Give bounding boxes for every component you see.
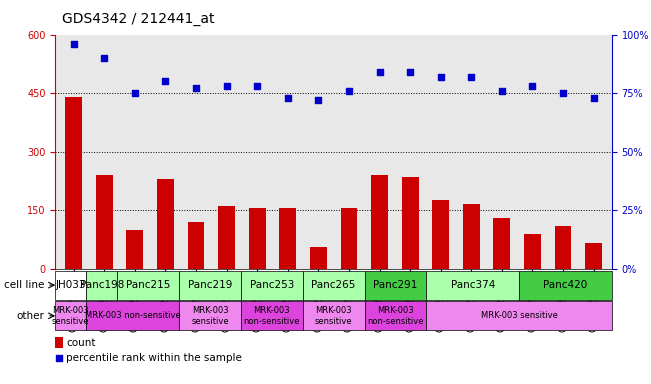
Text: GDS4342 / 212441_at: GDS4342 / 212441_at [62,12,214,25]
Bar [126,230,143,269]
Bar [303,271,365,300]
Point [374,69,385,75]
Point [99,55,109,61]
Bar [187,222,204,269]
Point [436,74,446,80]
Text: JH033: JH033 [55,280,86,290]
Bar [456,35,486,269]
Bar [65,97,82,269]
Text: other: other [16,311,44,321]
Bar [120,35,150,269]
Bar [303,301,365,330]
Bar [96,175,113,269]
Bar [432,200,449,269]
Bar [578,35,609,269]
Text: MRK-003
non-sensitive: MRK-003 non-sensitive [367,306,424,326]
Bar [55,301,86,330]
Bar [333,35,364,269]
Bar [426,271,519,300]
Point [364,285,374,291]
Bar [241,301,303,330]
Bar [524,233,541,269]
Point [252,83,262,89]
Bar [55,271,86,300]
Text: Panc198: Panc198 [79,280,124,290]
Text: Panc219: Panc219 [187,280,232,290]
Bar [519,271,612,300]
Bar [364,35,395,269]
Text: Panc374: Panc374 [450,280,495,290]
Bar [157,179,174,269]
Bar [249,208,266,269]
Point [405,69,415,75]
Text: Panc215: Panc215 [126,280,171,290]
Bar [371,175,388,269]
Text: cell line: cell line [4,280,44,290]
Bar [241,271,303,300]
Point [558,90,568,96]
Point [527,83,538,89]
Bar [242,35,273,269]
Bar [402,177,419,269]
Bar [181,35,212,269]
Bar [179,301,241,330]
Text: Panc291: Panc291 [373,280,418,290]
Text: MRK-003
sensitive: MRK-003 sensitive [315,306,352,326]
Bar [150,35,181,269]
Bar [340,208,357,269]
Bar [365,271,426,300]
Text: percentile rank within the sample: percentile rank within the sample [66,353,242,363]
Text: MRK-003 sensitive: MRK-003 sensitive [480,311,558,320]
Bar [555,226,572,269]
Bar [547,35,578,269]
Bar [486,35,517,269]
Text: MRK-003
sensitive: MRK-003 sensitive [191,306,229,326]
Bar [86,301,179,330]
Point [344,88,354,94]
Text: MRK-003
non-sensitive: MRK-003 non-sensitive [243,306,300,326]
Point [313,97,324,103]
Bar [89,35,120,269]
Bar [365,301,426,330]
Bar [279,208,296,269]
Text: MRK-003
sensitive: MRK-003 sensitive [52,306,90,326]
Bar [426,301,612,330]
Point [68,41,79,47]
Point [221,83,232,89]
Text: count: count [66,338,96,348]
Bar [218,206,235,269]
Bar [517,35,547,269]
Text: Panc253: Panc253 [249,280,294,290]
Point [130,90,140,96]
Bar [303,35,333,269]
Bar [425,35,456,269]
Bar [212,35,242,269]
Bar [585,243,602,269]
Point [497,88,507,94]
Point [160,78,171,84]
Text: MRK-003 non-sensitive: MRK-003 non-sensitive [85,311,180,320]
Bar [55,337,62,348]
Text: Panc265: Panc265 [311,280,356,290]
Point [191,85,201,91]
Bar [179,271,241,300]
Point [466,74,477,80]
Point [589,95,599,101]
Point [283,95,293,101]
Bar [310,247,327,269]
Bar [493,218,510,269]
Bar [395,35,425,269]
Bar [86,271,117,300]
Bar [463,204,480,269]
Bar [59,35,89,269]
Bar [273,35,303,269]
Bar [117,271,179,300]
Text: Panc420: Panc420 [544,280,588,290]
